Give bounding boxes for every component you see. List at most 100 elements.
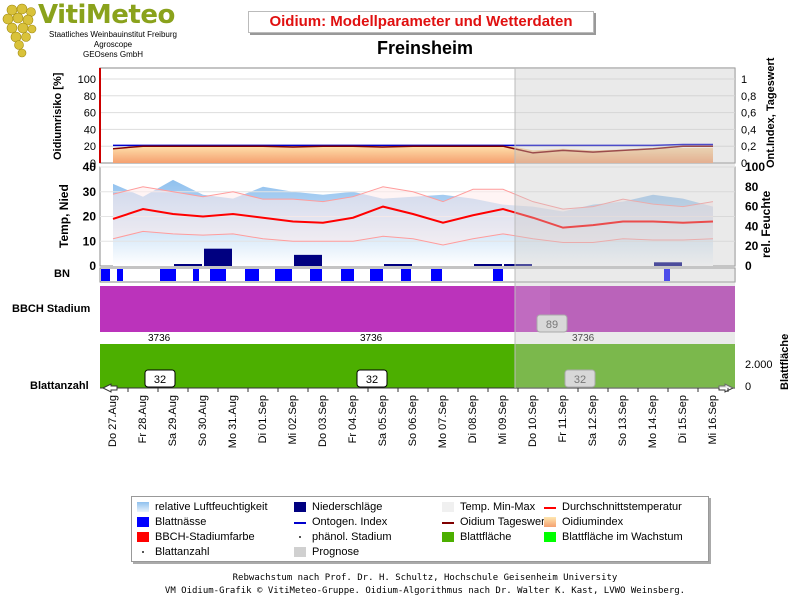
y-tick-label: 40 [84,124,96,136]
y-tick-label-right: 20 [745,239,759,253]
legend-label: Oidiumindex [562,516,624,528]
footer-credit: Rebwachstum nach Prof. Dr. H. Schultz, H… [232,573,618,583]
leaf-wetness-bar [275,269,292,281]
rain-swatch [294,502,306,512]
legend-label: relative Luftfeuchtigkeit [155,501,268,513]
bbch-forecast-value: 89 [546,319,558,331]
bbch-forecast-badge [536,314,568,333]
legend-label: Oidium Tageswert [460,516,548,528]
phenol-stage-dot [299,536,301,538]
leaf-count-value: 32 [366,374,378,386]
chart-title: Oidium: Modellparameter und Wetterdaten [248,11,594,33]
logo-line: Staatliches Weinbauinstitut Freiburg [49,30,177,39]
precipitation-bar [474,264,502,266]
y-tick-label-right: 0 [745,259,752,273]
legend-label: Prognose [312,546,360,558]
x-tick-label: Do 03.Sep [317,395,329,447]
precipitation-bar [504,264,532,266]
leaf-area-growing-swatch [544,532,556,542]
bn-label: BN [54,268,70,280]
grape-logo-icon [2,3,37,58]
precipitation-bar [204,248,232,266]
leaf-wetness-bar [493,269,503,281]
x-tick-label: Do 27.Aug [107,395,119,447]
temp-max-line [112,186,714,210]
y-tick-label-right: 2.000 [745,359,773,371]
leaf-count-dot [142,551,144,553]
legend: relative Luftfeuchtigkeit Niederschläge Te… [131,496,709,562]
leaf-wetness-bar [193,269,199,281]
leaf-wetness-bar [210,269,226,281]
x-tick-label: Mi 09.Sep [497,395,509,445]
location-title: Freinsheim [376,38,474,58]
y-tick-label: 40 [83,160,97,174]
leaf-area-band [100,344,735,388]
y-tick-label: 0 [89,259,96,273]
leaf-wetness-bar [341,269,354,281]
bbch-label: BBCH Stadium [12,303,90,315]
x-tick-label: So 13.Sep [617,395,629,446]
y-tick-label: 60 [84,108,96,120]
bbch-color-swatch [137,532,149,542]
leaf-wetness-bar [160,269,176,281]
leaf-wetness-swatch [137,517,149,527]
y-tick-label-right: 0,8 [741,91,756,103]
y-tick-label-right: 0,6 [741,108,756,120]
x-tick-label: Mo 07.Sep [437,395,449,448]
x-tick-label: Sa 12.Sep [587,395,599,446]
oidium-daily-line [442,522,454,524]
logo-line: Agroscope [93,40,133,49]
x-tick-label: Mi 02.Sep [287,395,299,445]
bbch-forecast-shade [550,286,735,332]
y-tick-label-right: 40 [745,219,759,233]
leaf-wetness-bar [101,269,110,281]
leaf-wetness-bar [664,269,670,281]
x-tick-label: So 06.Sep [407,395,419,446]
temp-range-area [113,186,713,245]
y-axis-label: Oidiumrisiko [%] [52,72,64,160]
legend-label: Durchschnittstemperatur [562,501,682,513]
logo-line: GEOsens GmbH [82,50,143,59]
leaf-count-badge [144,369,176,388]
precipitation-bar [654,262,682,266]
y-tick-label: 80 [84,91,96,103]
legend-label: Blattfläche [460,531,512,543]
x-tick-label: So 30.Aug [197,395,209,446]
avg-temp-line [112,205,714,229]
x-tick-label: Di 15.Sep [677,395,689,443]
scroll-right-icon [718,383,735,393]
leaf-count-label: Blattanzahl [30,380,89,392]
legend-label: Blattfläche im Wachstum [562,531,683,543]
y-tick-label: 10 [83,234,97,248]
y-tick-label-right: 60 [745,200,759,214]
ontogen-line [294,522,306,524]
y-tick-label: 20 [84,141,96,153]
legend-label: Ontogen. Index [312,516,388,528]
leaf-area-swatch [442,532,454,542]
leaf-count-badge [564,369,596,388]
legend-label: BBCH-Stadiumfarbe [155,531,255,543]
y-tick-label-right: 0 [741,158,747,170]
footer-copyright: VM Oidium-Grafik © VitiMeteo-Gruppe. Oid… [164,586,686,596]
legend-label: Temp. Min-Max [460,501,536,513]
x-tick-label: Di 01.Sep [257,395,269,443]
y-axis-label-right: Ont.Index, Tageswert [765,57,777,168]
leaf-count-value: 32 [154,374,166,386]
precipitation-bar [294,254,322,266]
legend-label: Blattanzahl [155,546,210,558]
temp-range-swatch [442,502,454,512]
y-tick-label: 20 [83,210,97,224]
legend-label: Niederschläge [312,501,383,513]
bbch-band [100,286,735,332]
phenol-stage-label: 3736 [148,333,171,344]
precipitation-bar [384,264,412,266]
oidium-index-area [113,144,713,163]
y-tick-label-right: 0,4 [741,124,756,136]
logo-title: VitiMeteo [38,0,175,30]
y-tick-label-right: 1 [741,74,747,86]
x-tick-label: Fr 04.Sep [347,395,359,443]
ontogen-index-line [113,143,713,147]
y-tick-label-right: 100 [745,160,765,174]
y-axis-label-right: rel. Feuchte [759,190,773,258]
